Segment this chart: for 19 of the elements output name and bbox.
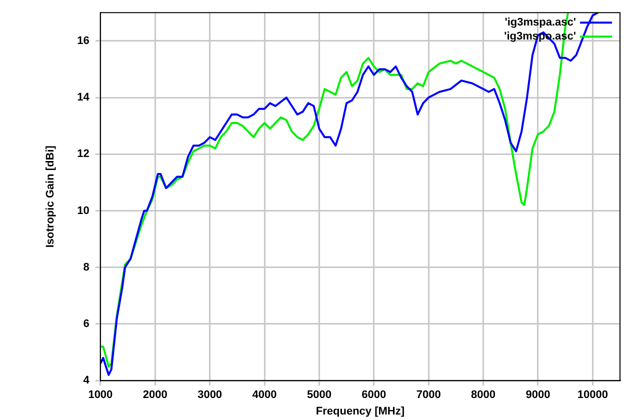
- y-tick-label: 16: [77, 34, 90, 47]
- y-tick-label: 12: [77, 148, 90, 160]
- y-tick-label: 14: [77, 92, 90, 104]
- x-tick-label: 3000: [198, 389, 222, 402]
- x-tick-label: 8000: [471, 389, 496, 402]
- x-tick-label: 4000: [252, 389, 277, 402]
- x-tick-label: 10000: [577, 389, 608, 402]
- x-tick-label: 5000: [306, 389, 332, 402]
- x-tick-label: 1000: [88, 389, 113, 402]
- x-tick-label: 7000: [416, 389, 441, 402]
- x-axis-title: Frequency [MHz]: [316, 405, 405, 418]
- y-tick-label: 6: [83, 318, 90, 330]
- x-tick-label: 2000: [142, 389, 168, 402]
- y-axis-title: Isotropic Gain [dBi]: [44, 145, 57, 248]
- y-tick-label: 8: [83, 261, 90, 274]
- x-tick-label: 9000: [526, 389, 550, 402]
- x-tick-label: 6000: [362, 389, 386, 402]
- y-tick-label: 4: [83, 374, 90, 387]
- y-tick-label: 10: [77, 204, 90, 217]
